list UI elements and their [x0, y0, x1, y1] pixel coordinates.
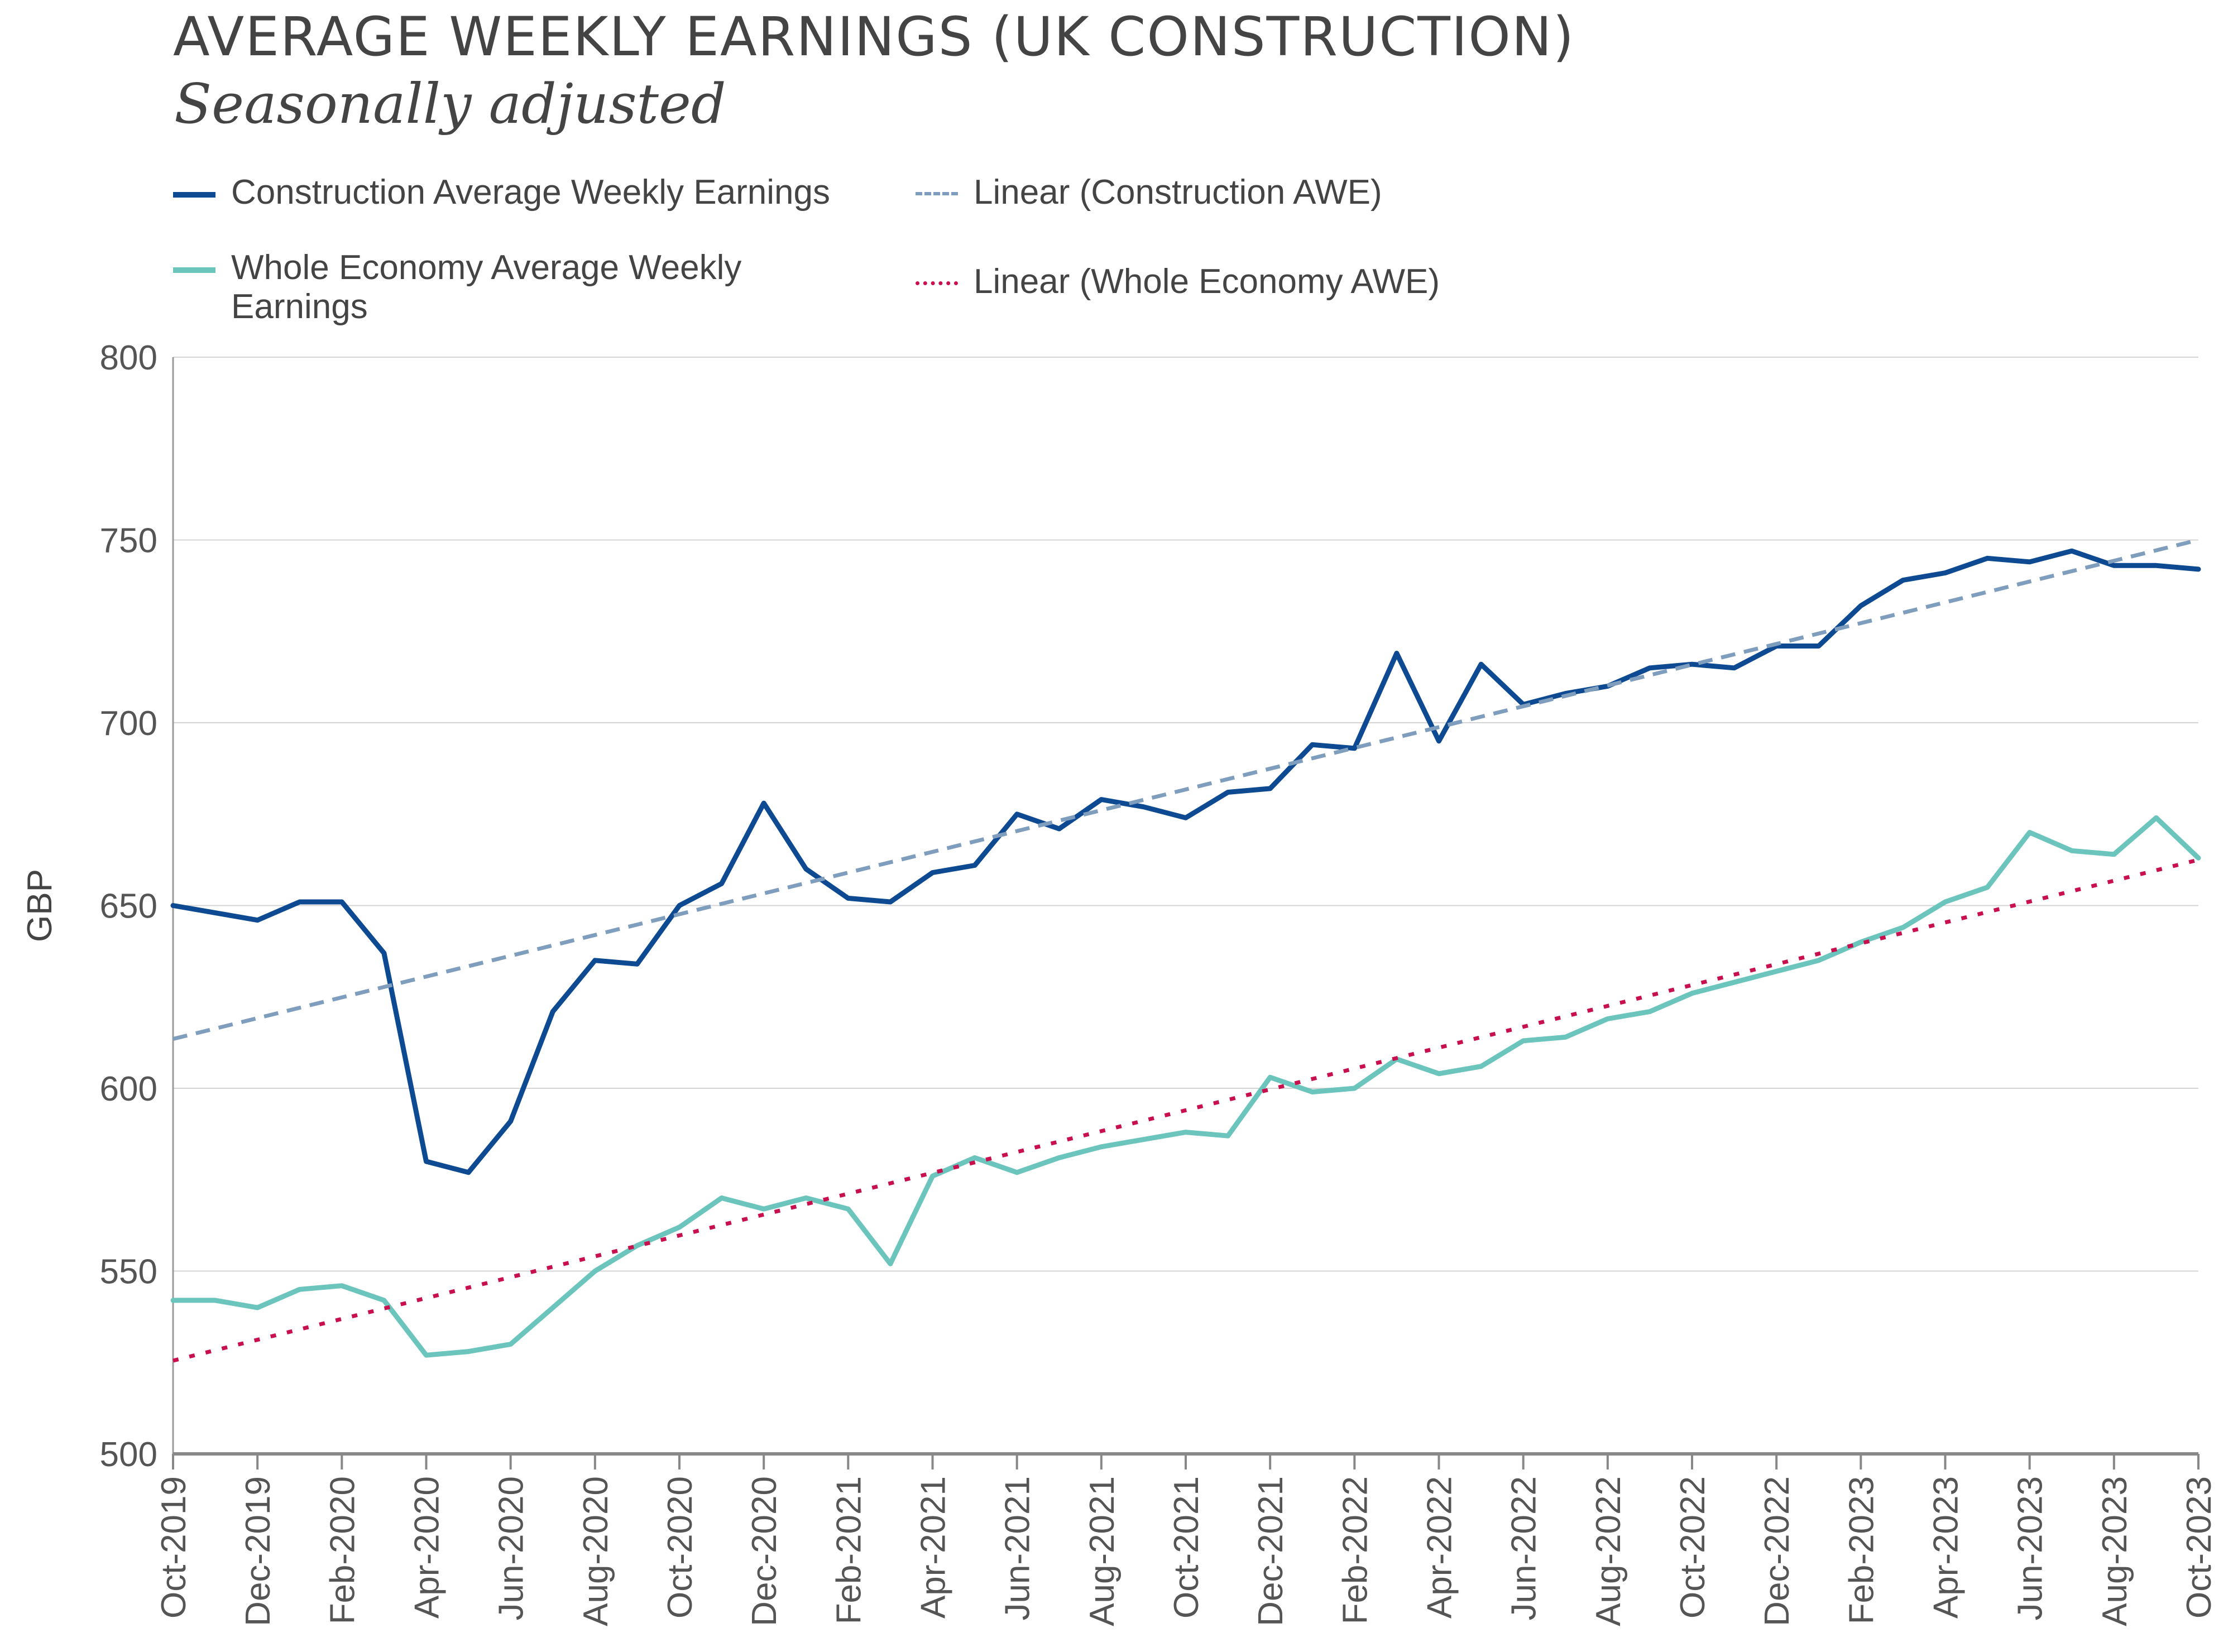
- y-tick-label-500: 500: [100, 1435, 157, 1474]
- x-tick-label-Oct-2022: Oct-2022: [1674, 1476, 1712, 1619]
- legend-swatch-construction: [173, 192, 215, 198]
- x-tick-label-Jun-2020: Jun-2020: [492, 1476, 531, 1621]
- y-tick-label-750: 750: [100, 522, 157, 560]
- chart-subtitle: Seasonally adjusted: [174, 73, 726, 136]
- x-tick-label-Dec-2022: Dec-2022: [1758, 1476, 1796, 1626]
- y-tick-label-600: 600: [100, 1070, 157, 1108]
- x-tick-label-Apr-2023: Apr-2023: [1927, 1476, 1966, 1619]
- x-tick-label-Aug-2021: Aug-2021: [1083, 1476, 1122, 1626]
- legend-label-construction: Construction Average Weekly Earnings: [231, 173, 830, 212]
- y-axis-title: GBP: [21, 869, 59, 942]
- trend-line-2: [172, 538, 2199, 1041]
- legend-item-construction: Construction Average Weekly Earnings: [173, 173, 830, 212]
- x-tick-label-Jun-2021: Jun-2021: [999, 1476, 1037, 1621]
- legend-item-whole-economy: Whole Economy Average Weekly Earnings: [173, 248, 845, 326]
- series-line-1: [170, 815, 2201, 1358]
- x-tick-label-Oct-2020: Oct-2020: [661, 1476, 699, 1619]
- x-tick-label-Apr-2022: Apr-2022: [1421, 1476, 1459, 1619]
- y-tick-label-650: 650: [100, 887, 157, 926]
- series-line-0: [170, 548, 2201, 1175]
- x-tick-label-Aug-2022: Aug-2022: [1589, 1476, 1628, 1626]
- legend-label-whole-economy: Whole Economy Average Weekly Earnings: [231, 248, 742, 326]
- x-tick-label-Dec-2019: Dec-2019: [239, 1476, 277, 1626]
- legend-swatch-whole-economy: [173, 267, 215, 273]
- legend-swatch-whole-economy-trend: [916, 281, 958, 285]
- x-tick-label-Feb-2020: Feb-2020: [323, 1476, 362, 1624]
- x-tick-label-Apr-2021: Apr-2021: [914, 1476, 953, 1619]
- chart-title: AVERAGE WEEKLY EARNINGS (UK CONSTRUCTION…: [173, 6, 1575, 68]
- legend-label-whole-economy-trend: Linear (Whole Economy AWE): [974, 262, 1440, 301]
- legend-label-construction-trend: Linear (Construction AWE): [974, 173, 1382, 212]
- x-tick-label-Oct-2021: Oct-2021: [1167, 1476, 1206, 1619]
- x-tick-label-Dec-2020: Dec-2020: [745, 1476, 784, 1626]
- x-tick-label-Oct-2023: Oct-2023: [2180, 1476, 2218, 1619]
- legend-item-whole-economy-trend: Linear (Whole Economy AWE): [916, 262, 1440, 301]
- x-tick-label-Feb-2022: Feb-2022: [1336, 1476, 1374, 1624]
- x-tick-label-Feb-2023: Feb-2023: [1842, 1476, 1881, 1624]
- x-tick-label-Aug-2023: Aug-2023: [2096, 1476, 2134, 1626]
- x-tick-label-Feb-2021: Feb-2021: [830, 1476, 868, 1624]
- legend-swatch-construction-trend: [916, 192, 958, 195]
- y-tick-label-550: 550: [100, 1253, 157, 1291]
- x-tick-label-Oct-2019: Oct-2019: [155, 1476, 193, 1619]
- x-tick-label-Jun-2023: Jun-2023: [2011, 1476, 2050, 1621]
- x-tick-label-Aug-2020: Aug-2020: [577, 1476, 615, 1626]
- x-tick-label-Dec-2021: Dec-2021: [1252, 1476, 1290, 1626]
- legend-item-construction-trend: Linear (Construction AWE): [916, 173, 1382, 212]
- trend-line-3: [172, 858, 2199, 1363]
- y-tick-label-700: 700: [100, 704, 157, 743]
- x-tick-label-Apr-2020: Apr-2020: [408, 1476, 447, 1619]
- x-tick-label-Jun-2022: Jun-2022: [1505, 1476, 1544, 1621]
- y-tick-label-800: 800: [100, 339, 157, 377]
